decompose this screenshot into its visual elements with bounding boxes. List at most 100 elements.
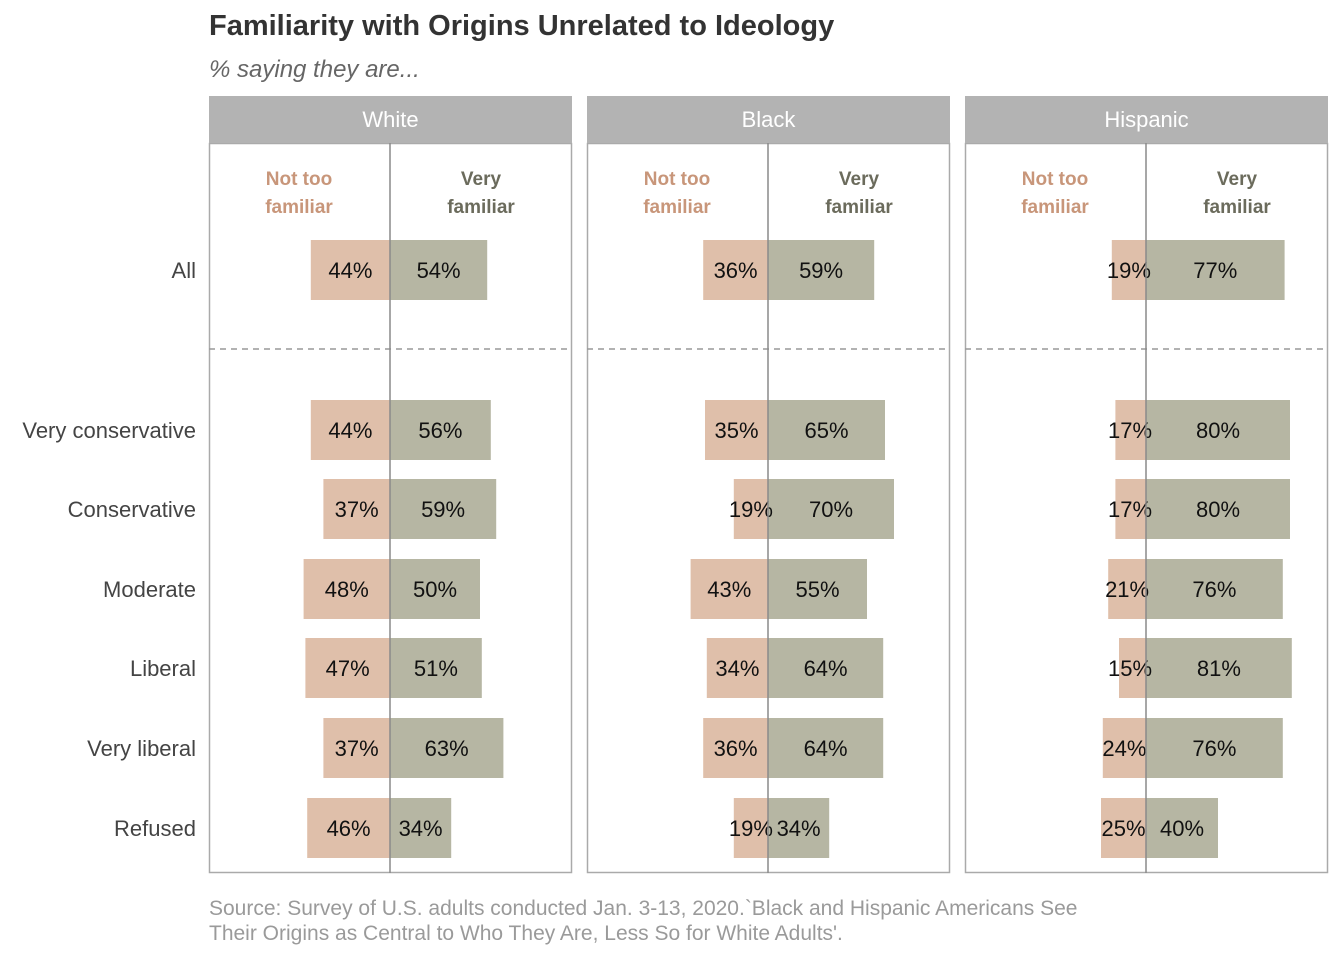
data-label-not-too-familiar: 21%: [1105, 577, 1149, 602]
facet-header-hispanic: [965, 96, 1328, 143]
data-label-not-too-familiar: 44%: [328, 258, 372, 283]
data-label-not-too-familiar: 19%: [729, 497, 773, 522]
bar-not-too-familiar-white-liberal: [305, 638, 390, 698]
row-label-moderate: Moderate: [103, 577, 196, 602]
row-label-very-conservative: Very conservative: [22, 418, 196, 443]
facet-label-black: Black: [742, 107, 797, 132]
data-label-not-too-familiar: 25%: [1101, 816, 1145, 841]
data-label-not-too-familiar: 19%: [1107, 258, 1151, 283]
column-label-very-familiar: familiar: [447, 197, 515, 218]
bar-not-too-familiar-black-conservative: [733, 479, 768, 539]
data-label-not-too-familiar: 15%: [1108, 656, 1152, 681]
data-label-very-familiar: 65%: [804, 418, 848, 443]
row-label-all: All: [172, 258, 196, 283]
data-label-very-familiar: 76%: [1192, 736, 1236, 761]
bar-not-too-familiar-white-very-liberal: [323, 718, 390, 778]
facet-header-black: [587, 96, 950, 143]
bar-not-too-familiar-black-liberal: [706, 638, 768, 698]
bar-very-familiar-hispanic-liberal: [1146, 638, 1292, 698]
data-label-not-too-familiar: 36%: [714, 258, 758, 283]
column-label-not-too-familiar: Not too: [1022, 169, 1088, 190]
bar-not-too-familiar-hispanic-conservative: [1115, 479, 1146, 539]
data-label-not-too-familiar: 36%: [714, 736, 758, 761]
source-note: Source: Survey of U.S. adults conducted …: [209, 896, 1209, 946]
data-label-not-too-familiar: 46%: [327, 816, 371, 841]
bar-very-familiar-white-all: [390, 240, 488, 300]
bar-very-familiar-black-liberal: [768, 638, 884, 698]
facet-header-white: [209, 96, 572, 143]
row-label-conservative: Conservative: [68, 497, 196, 522]
bar-very-familiar-white-moderate: [390, 559, 480, 619]
facet-label-hispanic: Hispanic: [1104, 107, 1188, 132]
bar-not-too-familiar-white-all: [310, 240, 390, 300]
bar-very-familiar-hispanic-conservative: [1146, 479, 1290, 539]
data-label-very-familiar: 54%: [417, 258, 461, 283]
bar-not-too-familiar-black-refused: [733, 798, 768, 858]
data-label-very-familiar: 34%: [399, 816, 443, 841]
data-label-very-familiar: 59%: [799, 258, 843, 283]
bar-not-too-familiar-white-moderate: [303, 559, 390, 619]
bar-very-familiar-hispanic-all: [1146, 240, 1285, 300]
column-label-very-familiar: Very: [1217, 169, 1258, 190]
source-line-2: Their Origins as Central to Who They Are…: [209, 922, 843, 945]
bar-not-too-familiar-white-conservative: [323, 479, 390, 539]
bar-very-familiar-black-very-conservative: [768, 400, 885, 460]
data-label-very-familiar: 55%: [795, 577, 839, 602]
data-label-not-too-familiar: 34%: [715, 656, 759, 681]
chart-title: Familiarity with Origins Unrelated to Id…: [209, 10, 835, 42]
data-label-very-familiar: 34%: [777, 816, 821, 841]
bar-not-too-familiar-black-all: [703, 240, 768, 300]
column-label-very-familiar: familiar: [825, 197, 893, 218]
column-label-not-too-familiar: familiar: [643, 197, 711, 218]
bar-very-familiar-hispanic-very-liberal: [1146, 718, 1283, 778]
data-label-not-too-familiar: 17%: [1108, 418, 1152, 443]
bar-very-familiar-hispanic-refused: [1146, 798, 1218, 858]
data-label-not-too-familiar: 17%: [1108, 497, 1152, 522]
column-label-not-too-familiar: familiar: [1021, 197, 1089, 218]
data-label-very-familiar: 80%: [1196, 497, 1240, 522]
source-line-1: Source: Survey of U.S. adults conducted …: [209, 897, 1078, 920]
bar-not-too-familiar-white-refused: [307, 798, 390, 858]
data-label-not-too-familiar: 47%: [326, 656, 370, 681]
data-label-not-too-familiar: 35%: [714, 418, 758, 443]
column-label-very-familiar: familiar: [1203, 197, 1271, 218]
data-label-very-familiar: 70%: [809, 497, 853, 522]
bar-very-familiar-white-very-conservative: [390, 400, 491, 460]
data-label-very-familiar: 80%: [1196, 418, 1240, 443]
bar-not-too-familiar-hispanic-moderate: [1108, 559, 1146, 619]
data-label-very-familiar: 81%: [1197, 656, 1241, 681]
bar-not-too-familiar-hispanic-very-liberal: [1102, 718, 1146, 778]
bar-not-too-familiar-black-very-conservative: [705, 400, 768, 460]
bar-not-too-familiar-white-very-conservative: [310, 400, 390, 460]
column-label-very-familiar: Very: [461, 169, 502, 190]
data-label-not-too-familiar: 43%: [707, 577, 751, 602]
data-label-very-familiar: 76%: [1192, 577, 1236, 602]
data-label-not-too-familiar: 37%: [335, 497, 379, 522]
bar-not-too-familiar-hispanic-refused: [1101, 798, 1146, 858]
bar-very-familiar-white-conservative: [390, 479, 497, 539]
data-label-very-familiar: 56%: [418, 418, 462, 443]
bar-very-familiar-black-refused: [768, 798, 830, 858]
data-label-very-familiar: 50%: [413, 577, 457, 602]
row-label-very-liberal: Very liberal: [87, 736, 196, 761]
chart-subtitle: % saying they are...: [209, 56, 420, 83]
row-label-liberal: Liberal: [130, 656, 196, 681]
bar-very-familiar-black-conservative: [768, 479, 894, 539]
bar-very-familiar-white-liberal: [390, 638, 482, 698]
bar-very-familiar-black-moderate: [768, 559, 867, 619]
bar-very-familiar-white-refused: [390, 798, 452, 858]
data-label-not-too-familiar: 19%: [729, 816, 773, 841]
bar-very-familiar-hispanic-moderate: [1146, 559, 1283, 619]
data-label-very-familiar: 59%: [421, 497, 465, 522]
facet-label-white: White: [362, 107, 418, 132]
column-label-not-too-familiar: Not too: [644, 169, 710, 190]
data-label-not-too-familiar: 37%: [335, 736, 379, 761]
data-label-not-too-familiar: 48%: [325, 577, 369, 602]
column-label-not-too-familiar: Not too: [266, 169, 332, 190]
bar-not-too-familiar-hispanic-very-conservative: [1115, 400, 1146, 460]
bar-not-too-familiar-hispanic-all: [1111, 240, 1146, 300]
data-label-very-familiar: 77%: [1193, 258, 1237, 283]
data-label-very-familiar: 51%: [414, 656, 458, 681]
bar-not-too-familiar-black-very-liberal: [703, 718, 768, 778]
